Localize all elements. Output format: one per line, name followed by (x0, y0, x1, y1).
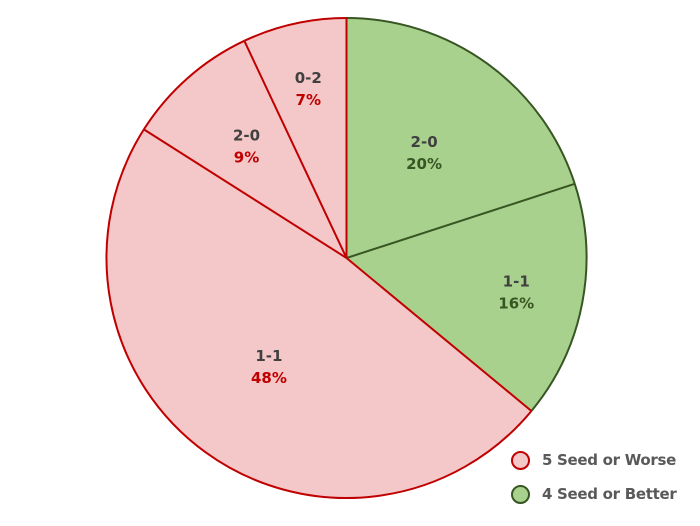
slice-percent-label: 48% (251, 369, 287, 387)
pie-slice-2-0-9% (143, 40, 347, 258)
slice-category-label: 1-1 (255, 347, 282, 365)
slice-category-label: 2-0 (233, 127, 260, 145)
pie-slice-0-2-7% (244, 18, 347, 258)
pie-slice-2-0-20% (346, 18, 575, 258)
legend-swatch-pink-icon (511, 450, 530, 470)
slice-divider (243, 40, 348, 259)
legend: 5 Seed or Worse 4 Seed or Better (511, 443, 677, 511)
slice-divider (345, 257, 533, 412)
pie-slices (105, 17, 588, 499)
slice-category-label: 0-2 (295, 69, 322, 87)
slice-percent-label: 16% (498, 294, 534, 312)
slice-category-label: 1-1 (503, 272, 530, 290)
legend-swatch-green-icon (511, 484, 530, 504)
slice-divider (143, 128, 348, 259)
legend-label: 5 Seed or Worse (542, 451, 677, 469)
slice-outline (105, 128, 533, 499)
slice-percent-label: 20% (406, 155, 442, 173)
slice-outline (143, 39, 245, 130)
slice-divider (346, 182, 576, 259)
slice-percent-label: 7% (296, 91, 321, 109)
pie-labels: 2-0 20% 1-1 16% 1-1 48% 2-0 9% 0-2 7% (233, 69, 534, 387)
legend-item-5-seed-or-worse: 5 Seed or Worse (511, 443, 676, 477)
pie-slice-1-1-16% (346, 183, 587, 411)
slice-outline (530, 183, 588, 412)
pie-slice-1-1-48% (106, 129, 532, 498)
slice-outline (243, 17, 347, 42)
slice-outline (346, 17, 576, 185)
legend-item-4-seed-or-better: 4 Seed or Better (511, 477, 677, 511)
slice-percent-label: 9% (234, 149, 259, 167)
legend-label: 4 Seed or Better (542, 485, 677, 503)
slice-category-label: 2-0 (411, 133, 438, 151)
